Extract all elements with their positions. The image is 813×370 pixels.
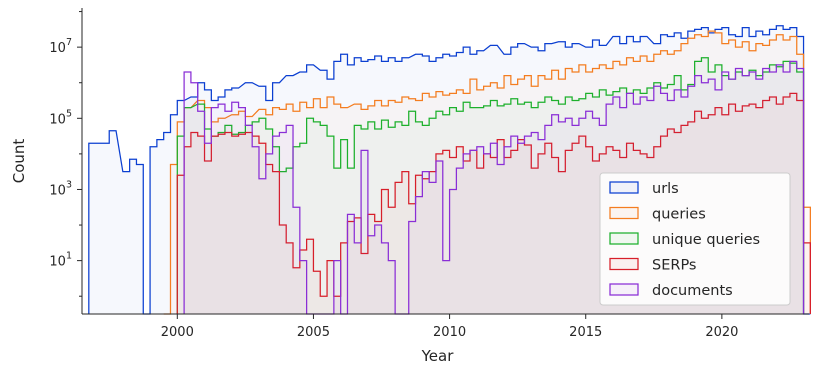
legend-label: documents <box>652 283 733 299</box>
legend: urls queries unique queries SERPs documents <box>600 173 790 305</box>
y-tick-exponent: 3 <box>66 179 72 190</box>
y-axis-title: Count <box>10 139 28 184</box>
y-tick-exponent: 5 <box>66 108 72 119</box>
y-tick-base: 10 <box>49 112 66 127</box>
x-axis-title: Year <box>421 347 455 365</box>
y-tick-label: 103 <box>49 179 72 198</box>
legend-swatch <box>610 208 638 219</box>
x-tick-label: 2010 <box>433 325 466 340</box>
legend-swatch <box>610 233 638 244</box>
y-tick-base: 10 <box>49 183 66 198</box>
x-tick-label: 2000 <box>161 325 194 340</box>
y-tick-label: 107 <box>49 37 72 56</box>
legend-label: urls <box>652 181 679 197</box>
y-tick-exponent: 1 <box>66 251 72 262</box>
legend-swatch <box>610 259 638 270</box>
legend-label: unique queries <box>652 232 760 248</box>
legend-label: queries <box>652 207 706 223</box>
legend-swatch <box>610 284 638 295</box>
y-tick-label: 105 <box>49 108 72 127</box>
x-tick-label: 2015 <box>569 325 602 340</box>
y-tick-base: 10 <box>49 255 66 270</box>
x-tick-label: 2005 <box>297 325 330 340</box>
legend-swatch <box>610 182 638 193</box>
x-tick-label: 2020 <box>705 325 738 340</box>
legend-label: SERPs <box>652 258 696 274</box>
y-tick-exponent: 7 <box>66 37 72 48</box>
y-tick-base: 10 <box>49 41 66 56</box>
y-tick-label: 101 <box>49 251 72 270</box>
